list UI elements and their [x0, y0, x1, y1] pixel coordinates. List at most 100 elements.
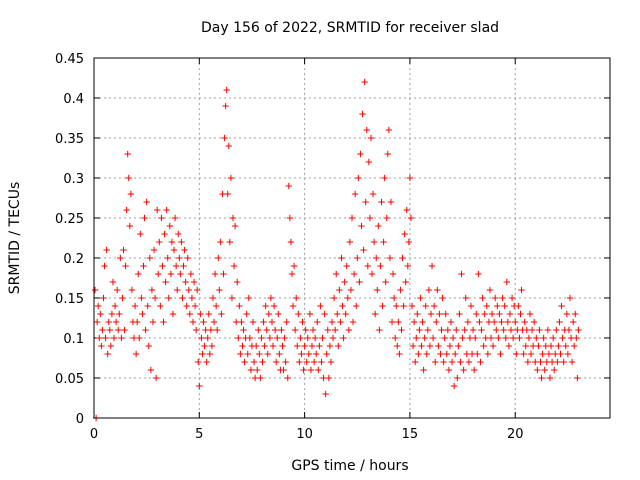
data-point [152, 374, 160, 382]
data-point [98, 342, 105, 350]
data-point [149, 318, 157, 326]
data-point [165, 294, 172, 302]
data-point [474, 350, 481, 358]
data-point [290, 262, 298, 270]
data-point [539, 350, 546, 358]
data-point [535, 342, 542, 350]
data-point [526, 310, 534, 318]
data-point [512, 318, 519, 326]
data-point [317, 302, 324, 310]
data-point [335, 342, 342, 350]
data-point [157, 302, 164, 310]
data-point [237, 350, 244, 358]
data-point [434, 286, 441, 294]
data-point [274, 334, 281, 342]
data-point [448, 358, 456, 366]
data-point [370, 238, 378, 246]
data-point [192, 326, 200, 334]
data-point [93, 318, 101, 326]
data-point [128, 286, 136, 294]
data-point [570, 342, 578, 350]
data-point [267, 294, 275, 302]
data-point [217, 238, 224, 246]
data-point [259, 358, 266, 366]
data-point [410, 318, 418, 326]
data-point [249, 318, 257, 326]
data-point [395, 318, 402, 326]
data-point [465, 358, 473, 366]
data-point [406, 174, 414, 182]
data-point [208, 342, 216, 350]
data-point [550, 366, 558, 374]
data-point [362, 198, 369, 206]
data-point [384, 150, 392, 158]
data-point [197, 310, 204, 318]
data-point [475, 270, 482, 278]
data-point [456, 310, 463, 318]
data-point [399, 254, 406, 262]
data-point [541, 366, 548, 374]
data-point [258, 334, 265, 342]
data-point [489, 342, 497, 350]
data-point [263, 326, 270, 334]
data-point [265, 310, 273, 318]
data-point [189, 318, 197, 326]
data-point [427, 310, 435, 318]
data-point [460, 366, 467, 374]
data-point [238, 318, 245, 326]
data-point [478, 326, 485, 334]
data-point [168, 238, 176, 246]
data-point [264, 350, 271, 358]
data-point [111, 302, 119, 310]
data-point [340, 334, 347, 342]
data-point [306, 310, 314, 318]
data-point [518, 286, 525, 294]
data-point [333, 270, 340, 278]
data-point [329, 334, 337, 342]
data-point [221, 134, 228, 142]
data-point [117, 254, 124, 262]
data-point [116, 310, 123, 318]
data-point [285, 182, 293, 190]
data-point [557, 350, 564, 358]
data-points [91, 78, 582, 422]
data-point [524, 358, 532, 366]
data-point [186, 310, 194, 318]
data-point [327, 358, 335, 366]
data-point [170, 246, 178, 254]
data-point [374, 286, 381, 294]
data-point [556, 318, 563, 326]
data-point [188, 294, 196, 302]
data-point [443, 350, 450, 358]
data-point [565, 326, 573, 334]
data-point [159, 262, 166, 270]
data-point [289, 302, 297, 310]
data-point [279, 342, 286, 350]
data-point [403, 206, 410, 214]
data-point [402, 278, 409, 286]
data-point [126, 222, 134, 230]
data-point [167, 270, 175, 278]
data-point [214, 326, 221, 334]
data-point [323, 350, 330, 358]
data-point [215, 254, 222, 262]
data-point [359, 110, 366, 118]
data-point [278, 326, 285, 334]
data-point [500, 326, 507, 334]
x-tick-label: 10 [296, 427, 313, 442]
data-point [508, 294, 516, 302]
data-point [336, 286, 343, 294]
data-point [501, 302, 508, 310]
data-point [499, 294, 506, 302]
data-point [356, 278, 363, 286]
data-point [305, 350, 313, 358]
data-point [441, 334, 448, 342]
data-point [536, 326, 543, 334]
data-point [131, 302, 139, 310]
data-point [390, 294, 398, 302]
data-point [568, 358, 576, 366]
data-point [194, 286, 201, 294]
data-point [292, 294, 300, 302]
data-point [348, 214, 356, 222]
x-tick-label: 0 [90, 427, 98, 442]
